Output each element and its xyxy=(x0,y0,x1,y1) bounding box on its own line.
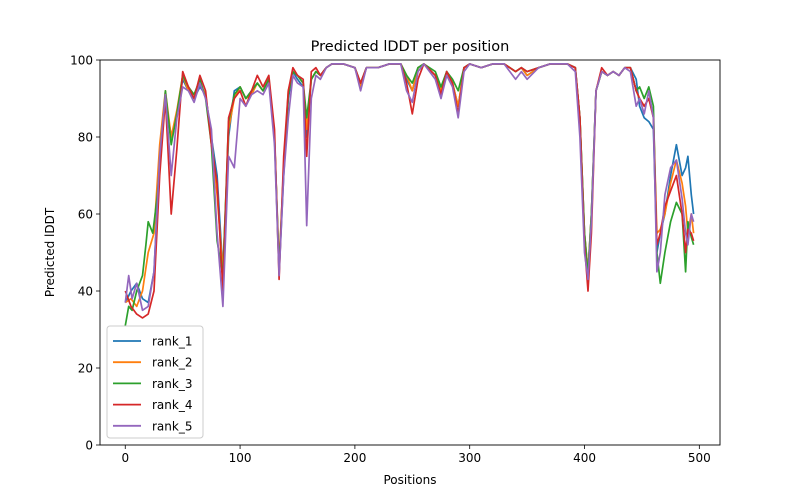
legend-label: rank_5 xyxy=(152,419,192,433)
legend-label: rank_4 xyxy=(152,398,192,412)
y-axis-label: Predicted lDDT xyxy=(43,207,57,297)
x-tick-label: 200 xyxy=(343,451,366,465)
series-line-rank-5 xyxy=(124,63,695,312)
x-tick-label: 500 xyxy=(688,451,711,465)
legend: rank_1 rank_2 rank_3 rank_4 rank_5 xyxy=(106,325,204,439)
x-tick-label: 100 xyxy=(229,451,252,465)
legend-label: rank_1 xyxy=(152,335,192,349)
x-axis-ticks: 0 100 200 300 400 500 xyxy=(121,445,711,465)
plot-frame xyxy=(99,59,721,446)
x-tick-label: 0 xyxy=(121,451,129,465)
y-tick-label: 20 xyxy=(78,362,93,376)
y-tick-label: 0 xyxy=(85,439,93,453)
chart-title: Predicted lDDT per position xyxy=(311,39,510,55)
y-tick-label: 60 xyxy=(78,208,93,222)
y-tick-label: 80 xyxy=(78,131,93,145)
x-tick-label: 300 xyxy=(458,451,481,465)
y-tick-label: 100 xyxy=(70,54,93,68)
series-lines xyxy=(124,63,695,326)
y-tick-label: 40 xyxy=(78,285,93,299)
legend-box xyxy=(106,325,204,439)
y-axis-ticks: 0 20 40 60 80 100 xyxy=(70,54,100,453)
legend-label: rank_2 xyxy=(152,356,192,370)
x-tick-label: 400 xyxy=(573,451,596,465)
legend-label: rank_3 xyxy=(152,377,192,391)
x-axis-label: Positions xyxy=(384,473,437,487)
